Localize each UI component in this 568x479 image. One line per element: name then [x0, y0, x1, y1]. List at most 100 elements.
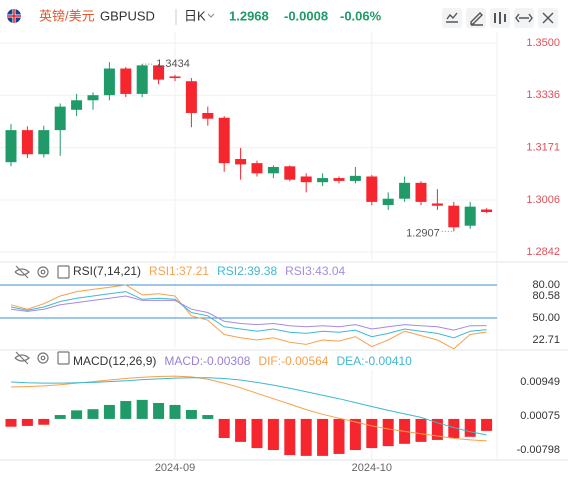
- candle-body: [284, 166, 296, 180]
- candle-body: [87, 95, 99, 101]
- change-pct: -0.06%: [340, 8, 382, 23]
- rsi-badge[interactable]: [57, 265, 70, 279]
- candle-body: [136, 65, 148, 94]
- macd-bar: [317, 418, 329, 456]
- macd-bar: [382, 418, 394, 447]
- indicator-line: [10, 295, 487, 331]
- change: -0.0008: [284, 8, 328, 23]
- y-tick-label: 80.00: [532, 279, 560, 291]
- candle-body: [21, 130, 33, 155]
- rsi-icons: [14, 265, 70, 279]
- macd-bar: [431, 418, 443, 440]
- draw-tool-icon[interactable]: [470, 12, 483, 26]
- high-annotation: 1.3434: [156, 58, 190, 70]
- hide-icon[interactable]: [14, 351, 30, 365]
- toolbar: [442, 8, 558, 28]
- low-annotation: 1.2907: [406, 227, 440, 239]
- candle-body: [399, 182, 411, 199]
- symbol: GBPUSD: [100, 8, 155, 23]
- expand-icon[interactable]: [515, 13, 533, 23]
- candle-body: [218, 117, 230, 164]
- macd-line: [10, 377, 487, 436]
- candle-body: [333, 178, 345, 181]
- macd-bar: [71, 410, 83, 419]
- candle-body: [317, 178, 329, 183]
- macd-bar: [235, 418, 247, 442]
- legend-entry: DIF:-0.00564: [258, 354, 328, 368]
- y-tick-label: 0.00949: [520, 376, 560, 388]
- macd-bar: [5, 418, 17, 427]
- close-icon[interactable]: [542, 12, 554, 24]
- macd-bar: [136, 399, 148, 419]
- settings-icon[interactable]: [37, 266, 49, 278]
- candle-body: [103, 68, 115, 96]
- candle-body: [300, 176, 312, 183]
- macd-bar: [300, 418, 312, 456]
- macd-bar: [21, 418, 33, 426]
- candle-body: [267, 166, 279, 174]
- candle-body: [54, 106, 66, 131]
- x-tick-label: 2024-10: [352, 462, 392, 474]
- period[interactable]: 日K: [184, 8, 206, 23]
- indicator-title: RSI(7,14,21): [73, 264, 141, 278]
- legend-entry: DEA:-0.00410: [336, 354, 412, 368]
- pair-name[interactable]: 英镑/美元: [39, 8, 95, 23]
- tool-button[interactable]: [442, 8, 462, 28]
- macd-bar: [366, 418, 378, 449]
- macd-bar: [202, 415, 214, 419]
- y-tick-label: 1.2842: [526, 246, 560, 258]
- hide-icon[interactable]: [14, 265, 30, 279]
- candle-body: [464, 206, 476, 226]
- price: 1.2968: [229, 8, 269, 23]
- indicator-line: [10, 284, 487, 350]
- macd-bar: [54, 415, 66, 419]
- candle-body: [415, 182, 427, 202]
- x-tick-label: 2024-09: [155, 462, 195, 474]
- candle-body: [251, 163, 263, 174]
- macd-line: [10, 375, 487, 442]
- macd-badge[interactable]: [57, 351, 70, 365]
- y-tick-label: 1.3006: [526, 194, 560, 206]
- indicator-title: MACD(12,26,9): [73, 354, 156, 368]
- y-tick-label: 1.3336: [526, 89, 560, 101]
- candle-body: [366, 176, 378, 202]
- candle-body: [382, 198, 394, 206]
- candle-body: [153, 65, 165, 80]
- line-tool-icon[interactable]: [446, 12, 458, 23]
- y-tick-label: 1.3500: [526, 37, 560, 49]
- macd-bar: [481, 418, 493, 431]
- candle-body: [235, 159, 247, 165]
- macd-bar: [267, 418, 279, 451]
- candle-body: [431, 203, 443, 206]
- y-tick-label: 0.00075: [520, 410, 560, 422]
- settings-icon[interactable]: [37, 352, 49, 364]
- candle-body: [71, 100, 83, 110]
- macd-bar: [185, 409, 197, 419]
- candle-body: [169, 76, 181, 79]
- macd-bar: [153, 402, 165, 419]
- candle-body: [448, 205, 460, 228]
- y-tick-label: 50.00: [532, 312, 560, 324]
- macd-icons: [14, 351, 70, 365]
- macd-bar: [333, 418, 345, 454]
- macd-bar: [284, 418, 296, 456]
- macd-bar: [448, 418, 460, 438]
- legend-entry: MACD:-0.00308: [164, 354, 250, 368]
- macd-bar: [120, 401, 132, 419]
- indicator-icon[interactable]: [494, 12, 506, 24]
- period-caret[interactable]: [207, 13, 215, 18]
- macd-bar: [38, 418, 50, 425]
- range-label: 22.71: [532, 334, 560, 346]
- macd-bar: [415, 418, 427, 442]
- y-tick-label: 1.3171: [526, 141, 560, 153]
- macd-bar: [349, 418, 361, 451]
- macd-bar: [103, 404, 115, 419]
- legend-entry: RSI3:43.04: [285, 264, 345, 278]
- flag-icon: [7, 9, 21, 23]
- candle-body: [185, 81, 197, 113]
- candle-body: [202, 112, 214, 119]
- candle-body: [5, 130, 17, 163]
- range-label: 80.58: [532, 290, 560, 302]
- candle-body: [349, 175, 361, 181]
